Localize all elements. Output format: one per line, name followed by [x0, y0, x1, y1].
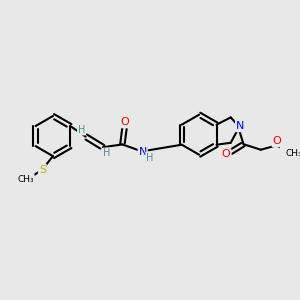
Text: O: O — [120, 117, 129, 128]
Text: S: S — [39, 164, 46, 175]
Text: N: N — [139, 147, 147, 157]
Text: H: H — [103, 148, 111, 158]
Text: H: H — [146, 152, 153, 163]
Text: CH₃: CH₃ — [285, 149, 300, 158]
Text: CH₃: CH₃ — [17, 175, 34, 184]
Text: O: O — [272, 136, 281, 146]
Text: H: H — [78, 125, 85, 135]
Text: O: O — [222, 149, 231, 159]
Text: N: N — [236, 121, 244, 131]
